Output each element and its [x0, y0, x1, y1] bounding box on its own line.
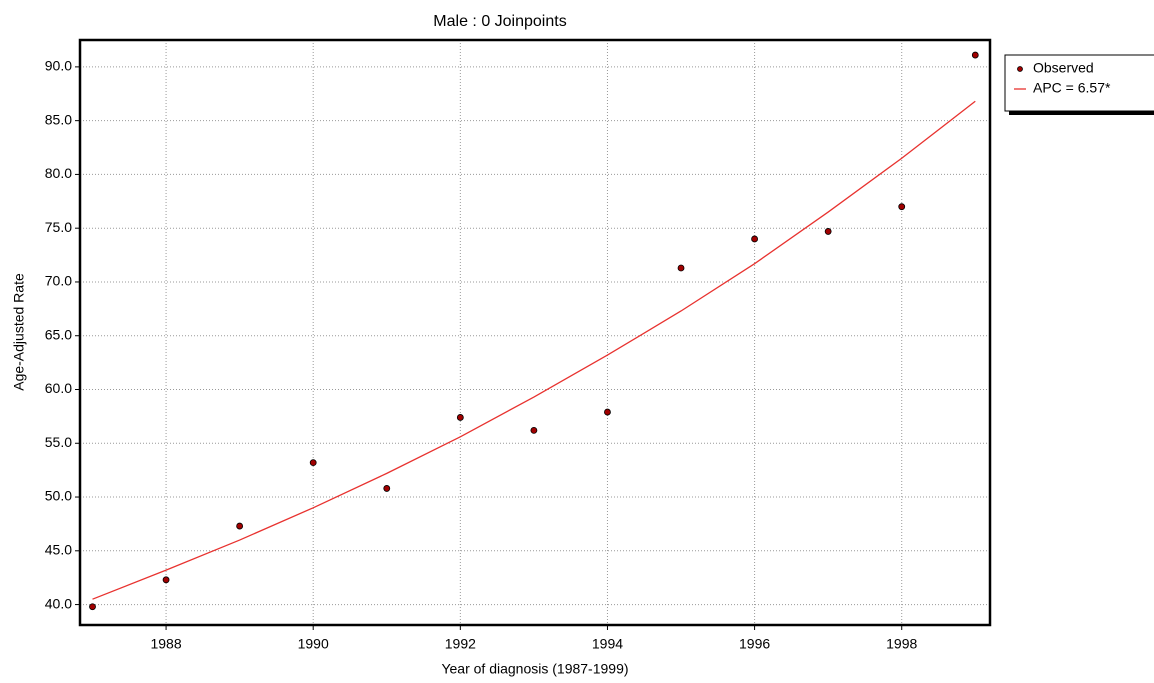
y-tick-label: 60.0: [45, 380, 72, 396]
observed-point: [456, 414, 464, 421]
x-tick-label: 1992: [445, 636, 476, 652]
fit-line: [92, 100, 976, 600]
y-axis-label: Age-Adjusted Rate: [11, 273, 27, 391]
legend-label: Observed: [1033, 60, 1094, 76]
observed-point: [898, 203, 906, 211]
observed-point: [530, 426, 538, 434]
x-tick-label: 1994: [592, 636, 623, 652]
observed-point: [604, 408, 611, 416]
observed-point: [677, 264, 685, 272]
observed-point: [89, 603, 96, 611]
plot-frame: [78, 38, 992, 627]
legend-label: APC = 6.57*: [1033, 80, 1111, 96]
observed-point: [162, 576, 170, 584]
x-tick-label: 1990: [298, 636, 329, 652]
observed-point: [309, 459, 317, 467]
x-tick-label: 1998: [886, 636, 917, 652]
y-tick-label: 55.0: [45, 434, 72, 450]
chart-title: Male : 0 Joinpoints: [433, 13, 566, 30]
y-tick-label: 65.0: [45, 326, 72, 342]
observed-point: [971, 51, 979, 59]
x-axis-label: Year of diagnosis (1987-1999): [441, 661, 628, 677]
legend-marker: [1017, 66, 1023, 72]
observed-point: [751, 235, 758, 243]
y-tick-label: 75.0: [45, 219, 72, 235]
legend: [1004, 54, 1154, 112]
y-tick-label: 85.0: [45, 111, 72, 127]
observed-point: [383, 485, 391, 492]
x-tick-label: 1988: [150, 636, 181, 652]
y-tick-label: 70.0: [45, 273, 72, 289]
x-tick-label: 1996: [739, 636, 770, 652]
y-tick-label: 45.0: [45, 542, 72, 558]
plot-area: [80, 40, 990, 625]
y-tick-label: 50.0: [45, 488, 72, 504]
observed-point: [824, 228, 832, 235]
y-tick-label: 40.0: [45, 595, 72, 611]
y-tick-label: 80.0: [45, 165, 72, 181]
y-tick-label: 90.0: [45, 58, 72, 74]
observed-point: [236, 522, 244, 530]
